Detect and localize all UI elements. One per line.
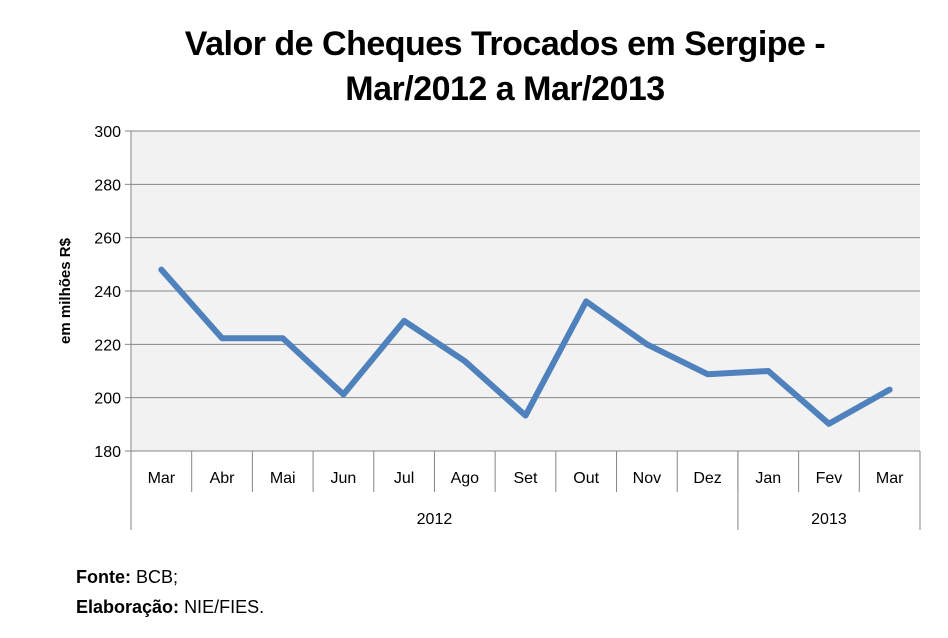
chart-title-line1: Valor de Cheques Trocados em Sergipe - [184,25,826,63]
elaboration-value: NIE/FIES. [184,597,265,617]
x-tick-label: Jul [394,470,414,487]
chart-title-line2: Mar/2012 a Mar/2013 [345,70,665,108]
x-tick-label: Dez [693,470,721,487]
x-tick-label: Set [513,470,538,487]
y-tick-label: 280 [94,177,121,194]
x-tick-label: Jun [331,470,357,487]
x-group-label: 2013 [811,511,847,528]
y-axis-label: em milhões R$ [57,237,74,344]
x-tick-label: Ago [451,470,480,487]
x-tick-label: Mai [270,470,296,487]
y-tick-label: 300 [94,124,121,141]
plot-area: 180 200 220 240 260 280 300 Mar Abr Mai Jun Jul Ago S… [94,124,921,530]
source-value: BCB; [136,567,179,587]
x-tick-label: Out [573,470,599,487]
elaboration-note: Elaboração: NIE/FIES. [76,597,264,618]
chart-title: Valor de Cheques Trocados em Sergipe - M… [0,22,948,112]
x-tick-label: Fev [816,470,843,487]
y-tick-label: 200 [94,391,121,408]
x-tick-label: Abr [210,470,236,487]
y-tick-label: 260 [94,231,121,248]
y-tick-label: 220 [94,337,121,354]
source-note: Fonte: BCB; [76,567,178,588]
source-label: Fonte: [76,567,131,587]
x-tick-label: Nov [633,470,661,487]
x-tick-label: Mar [876,470,904,487]
x-tick-label: Mar [148,470,176,487]
x-tick-label: Jan [755,470,781,487]
x-group-label: 2012 [417,511,453,528]
y-tick-label: 240 [94,284,121,301]
elaboration-label: Elaboração: [76,597,180,617]
y-tick-label: 180 [94,444,121,461]
